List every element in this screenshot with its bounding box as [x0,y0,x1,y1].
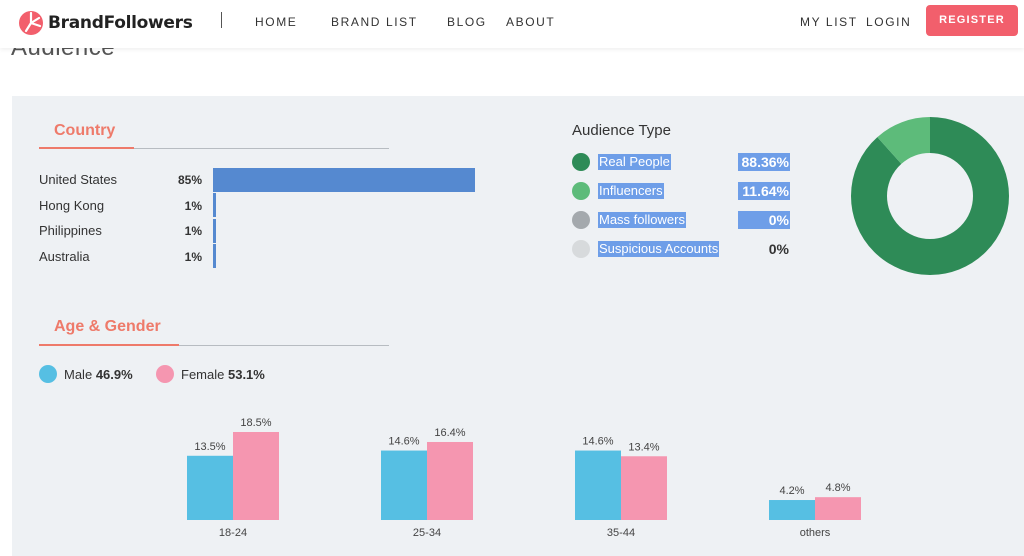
audience-type-donut-chart [851,117,1009,275]
nav-login-link[interactable]: LOGIN [866,15,912,29]
country-name: Australia [39,249,90,264]
age-gender-section-title: Age & Gender [54,318,161,335]
bar-male-others [769,500,815,520]
donut-slice-real-people [851,117,1009,275]
country-percent: 1% [184,199,202,213]
mass-followers-label: Mass followers [598,212,686,228]
country-name: Philippines [39,223,102,238]
age-gender-divider-accent [39,344,179,346]
mass-followers-dot [572,211,590,229]
real-people-percent: 88.36% [738,153,790,171]
influencers-label: Influencers [598,183,664,199]
nav-about-link[interactable]: ABOUT [506,15,556,29]
female-legend-dot [156,365,174,383]
country-bar [213,219,217,243]
age-gender-divider [39,345,389,346]
x-tick-label: 25-34 [413,527,441,539]
real-people-label: Real People [598,154,671,170]
suspicious-accounts-percent: 0% [768,241,789,257]
female-legend: Female 53.1% [181,367,265,382]
male-legend: Male 46.9% [64,367,133,382]
country-percent: 85% [177,173,202,187]
bar-male-25-34 [381,450,427,520]
nav-home-link[interactable]: HOME [255,15,298,29]
donut-slice-influencers [851,117,1009,275]
bar-value-label: 13.5% [194,441,225,453]
bar-female-others [815,497,861,520]
country-bar [213,193,217,217]
bar-value-label: 4.2% [779,485,804,497]
male-legend-percent: 46.9% [95,367,133,382]
male-legend-dot [39,365,57,383]
bar-value-label: 16.4% [434,427,465,439]
country-divider [39,148,389,149]
mass-followers-percent: 0% [738,211,790,229]
brand-logo[interactable]: BrandFollowers [18,9,193,37]
top-navbar: BrandFollowers HOME BRAND LIST BLOG ABOU… [0,0,1024,48]
audience-type-title: Audience Type [572,122,671,139]
x-tick-label: 35-44 [607,527,635,539]
register-button[interactable]: REGISTER [926,5,1018,36]
bar-value-label: 14.6% [388,436,419,448]
bar-male-35-44 [575,450,621,520]
nav-brand-list-link[interactable]: BRAND LIST [331,15,418,29]
bar-female-25-34 [427,441,473,520]
suspicious-accounts-label: Suspicious Accounts [598,241,720,257]
bar-female-35-44 [621,456,667,520]
bar-value-label: 18.5% [240,417,271,429]
bar-male-18-24 [187,455,233,520]
bar-value-label: 4.8% [825,482,850,494]
nav-separator [221,12,222,28]
female-legend-percent: 53.1% [227,367,265,382]
country-divider-accent [39,147,134,149]
x-tick-label: others [800,527,831,539]
influencers-dot [572,182,590,200]
male-legend-label: Male [64,367,93,382]
bar-value-label: 14.6% [582,436,613,448]
real-people-dot [572,153,590,171]
country-name: United States [39,172,118,187]
nav-my-list-link[interactable]: MY LIST [800,15,858,29]
brandfollowers-logo-icon [19,11,43,35]
suspicious-accounts-dot [572,240,590,258]
x-tick-label: 18-24 [219,527,247,539]
age-gender-bar-chart: 13.5% 18.5% 18-24 14.6% 16.4% 25-34 14.6% 13.4%… [187,417,861,539]
country-percent: 1% [184,250,202,264]
bar-value-label: 13.4% [628,441,659,453]
brand-name: BrandFollowers [48,13,193,33]
country-section-title: Country [54,122,116,139]
country-bar [213,244,217,268]
influencers-percent: 11.64% [738,182,790,200]
country-bar [213,168,475,192]
nav-blog-link[interactable]: BLOG [447,15,487,29]
bar-female-18-24 [233,432,279,520]
country-percent: 1% [184,224,202,238]
country-name: Hong Kong [39,198,105,213]
female-legend-label: Female [181,367,225,382]
